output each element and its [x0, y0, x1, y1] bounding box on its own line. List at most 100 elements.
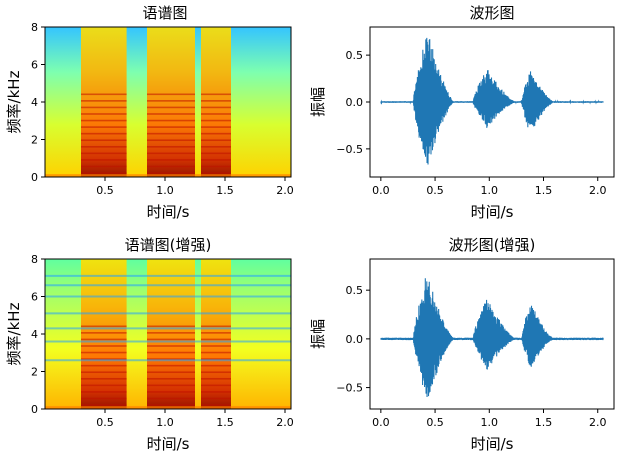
harmonic-stripe [201, 397, 231, 400]
y-tick-label: 0 [31, 171, 38, 184]
chart-title: 语谱图(增强) [125, 236, 212, 254]
x-tick-label: 1.0 [156, 416, 174, 429]
y-tick-label: 2 [31, 366, 38, 379]
axis-ticks: 0.0 0.5 1.0 1.5 2.0 −0.5 0.0 0.5 [336, 284, 606, 429]
harmonic-stripe [147, 332, 195, 334]
low-frequency-band [45, 174, 291, 177]
speech-energy-band [147, 27, 195, 177]
harmonic-stripe [201, 146, 231, 148]
harmonic-stripe [201, 404, 231, 406]
harmonic-stripe [147, 146, 195, 148]
harmonic-stripe [147, 364, 195, 367]
y-axis-label: 频率/kHz [5, 70, 23, 133]
x-tick-label: 1.0 [481, 184, 499, 197]
harmonic-stripe [81, 378, 127, 380]
harmonic-stripe [201, 152, 231, 155]
harmonic-stripe [81, 152, 127, 155]
y-tick-label: 6 [31, 59, 38, 72]
y-tick-label: 8 [31, 253, 38, 266]
axis-ticks: 0.0 0.5 1.0 1.5 2.0 −0.5 0.0 0.5 [336, 49, 606, 197]
noise-band [45, 312, 291, 315]
harmonic-stripe [201, 100, 231, 102]
harmonic-stripe [201, 371, 231, 374]
harmonic-stripe [201, 351, 231, 354]
harmonic-stripe [201, 378, 231, 380]
harmonic-stripe [147, 93, 195, 96]
speech-energy-band [147, 259, 195, 409]
chart-title: 语谱图 [142, 4, 187, 22]
harmonic-stripe [81, 358, 127, 360]
spectrogram-panel: 语谱图 0.5 1.0 1.5 2.0 0 2 4 6 8 时间/s 频率/kHz [5, 4, 294, 221]
x-tick-label: 1.5 [535, 184, 553, 197]
x-tick-label: 0.0 [372, 184, 390, 197]
harmonic-stripe [81, 364, 127, 367]
x-tick-label: 2.0 [589, 416, 607, 429]
harmonic-stripe [201, 165, 231, 168]
x-tick-label: 0.5 [426, 416, 444, 429]
speech-energy-band [81, 27, 127, 177]
spectrogram-image [45, 259, 291, 409]
harmonic-stripe [201, 172, 231, 174]
harmonic-stripe [81, 113, 127, 115]
y-tick-label: 0.0 [346, 333, 364, 346]
y-tick-label: −0.5 [336, 143, 363, 156]
x-tick-label: 2.0 [276, 184, 294, 197]
harmonic-stripe [201, 332, 231, 334]
harmonic-stripe [147, 338, 195, 341]
low-frequency-band [45, 406, 291, 409]
y-tick-label: 2 [31, 134, 38, 147]
harmonic-stripe [81, 132, 127, 135]
noise-band [45, 327, 291, 330]
harmonic-stripe [81, 172, 127, 174]
harmonic-stripe [81, 165, 127, 168]
harmonic-stripe [81, 106, 127, 109]
harmonic-stripe [201, 159, 231, 161]
enhanced-waveform-panel: 波形图(增强) 0.0 0.5 1.0 1.5 2.0 −0.5 0.0 0.5 时间/s 振… [309, 236, 615, 453]
waveform-trace [380, 37, 604, 165]
harmonic-stripe [147, 132, 195, 135]
harmonic-stripe [81, 325, 127, 328]
harmonic-stripe [201, 126, 231, 128]
harmonic-stripe [81, 146, 127, 148]
y-axis-label: 振幅 [309, 87, 327, 117]
harmonic-stripe [81, 126, 127, 128]
harmonic-stripe [147, 384, 195, 387]
x-axis-label: 时间/s [471, 435, 514, 453]
harmonic-stripe [201, 391, 231, 393]
harmonic-stripe [147, 119, 195, 122]
harmonic-stripe [147, 139, 195, 142]
noise-band [45, 274, 291, 277]
harmonic-stripe [201, 119, 231, 122]
harmonic-stripe [147, 391, 195, 393]
x-tick-label: 0.5 [96, 184, 114, 197]
harmonic-stripe [81, 119, 127, 122]
harmonic-stripe [147, 345, 195, 347]
x-tick-label: 1.5 [535, 416, 553, 429]
y-tick-label: 0.0 [346, 96, 364, 109]
harmonic-stripe [81, 397, 127, 400]
y-tick-label: 4 [31, 328, 38, 341]
x-axis-label: 时间/s [471, 203, 514, 221]
spectrogram-image [45, 27, 291, 177]
x-tick-label: 2.0 [276, 416, 294, 429]
harmonic-stripe [147, 126, 195, 128]
x-axis-label: 时间/s [147, 203, 190, 221]
harmonic-stripe [201, 132, 231, 135]
speech-energy-band [81, 259, 127, 409]
harmonic-stripe [81, 384, 127, 387]
harmonic-stripe [201, 384, 231, 387]
axis-ticks: 0.5 1.0 1.5 2.0 0 2 4 6 8 [31, 21, 294, 197]
speech-energy-band [201, 27, 231, 177]
x-tick-label: 0.5 [426, 184, 444, 197]
harmonic-stripe [81, 159, 127, 161]
harmonic-stripe [81, 93, 127, 96]
noise-band [45, 284, 291, 287]
y-tick-label: 0.5 [346, 284, 364, 297]
x-tick-label: 0.0 [372, 416, 390, 429]
x-tick-label: 1.5 [216, 416, 234, 429]
harmonic-stripe [201, 338, 231, 341]
harmonic-stripe [147, 172, 195, 174]
waveform-panel: 波形图 0.0 0.5 1.0 1.5 2.0 −0.5 0.0 0.5 时间/s 振幅 [309, 4, 615, 221]
harmonic-stripe [81, 100, 127, 102]
